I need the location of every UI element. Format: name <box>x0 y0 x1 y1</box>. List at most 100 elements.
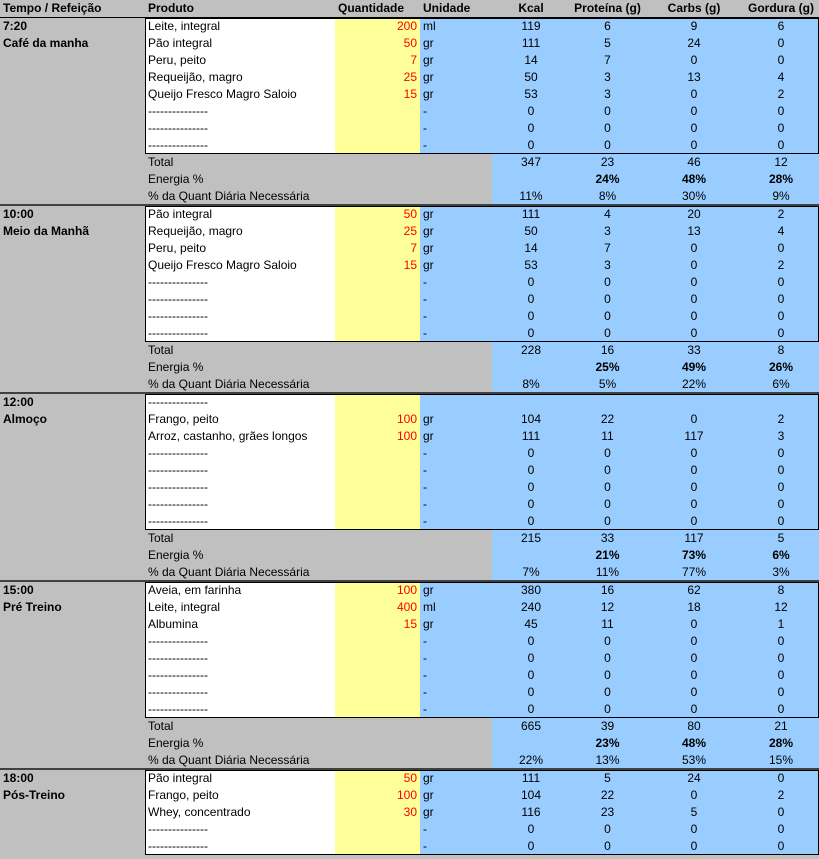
product-bg <box>145 394 335 530</box>
product: Albumina <box>148 617 199 631</box>
cell: 15 <box>403 617 417 631</box>
pct-value: 22% <box>681 377 707 391</box>
energy-value: 6% <box>772 548 790 562</box>
pct-value: 53% <box>681 753 707 767</box>
cell: 0 <box>777 121 785 135</box>
cell: 2 <box>777 788 785 802</box>
cell: 0 <box>604 651 611 665</box>
cell: 50 <box>403 36 417 50</box>
cell: - <box>423 668 427 682</box>
pct-value: 7% <box>522 565 540 579</box>
cell: 0 <box>527 668 535 682</box>
cell: 0 <box>777 326 785 340</box>
pct-value: 6% <box>772 377 790 391</box>
cell: 0 <box>604 446 611 460</box>
cell: 0 <box>604 514 611 528</box>
cell: 0 <box>690 412 698 426</box>
product: --------------- <box>148 446 208 460</box>
cell: 111 <box>521 207 541 221</box>
cell: gr <box>423 805 434 819</box>
pct-value: 11% <box>519 189 543 203</box>
energy-value: 26% <box>768 360 794 374</box>
cell: 0 <box>527 651 535 665</box>
cell: 240 <box>520 600 542 614</box>
energy-value: 25% <box>595 360 620 374</box>
cell: gr <box>423 36 434 50</box>
cell: - <box>423 514 427 528</box>
cell: 5 <box>604 771 611 785</box>
cell: 0 <box>527 514 535 528</box>
cell: 400 <box>396 600 417 614</box>
cell: 0 <box>690 651 698 665</box>
cell: 25 <box>403 70 417 84</box>
product: --------------- <box>148 275 208 289</box>
cell: 2 <box>777 207 785 221</box>
product-bg <box>145 206 335 342</box>
cell: 0 <box>527 634 535 648</box>
cell: 3 <box>604 258 611 272</box>
cell: 0 <box>690 839 698 853</box>
cell: 0 <box>690 668 698 682</box>
product: Frango, peito <box>148 412 219 426</box>
cell: 0 <box>777 634 785 648</box>
quantity-bg <box>335 770 420 855</box>
cell: ml <box>423 19 436 33</box>
cell: 0 <box>604 463 611 477</box>
meal-time: 7:20 <box>3 19 28 33</box>
cell: 7 <box>604 241 611 255</box>
cell: 0 <box>604 480 611 494</box>
product: Aveia, em farinha <box>148 583 242 597</box>
total-value: 8 <box>777 343 785 357</box>
energy-label: Energia % <box>148 360 204 374</box>
pct-value: 22% <box>518 753 544 767</box>
cell: 25 <box>403 224 417 238</box>
column-header: Gordura (g) <box>748 1 814 15</box>
product: Leite, integral <box>148 600 221 614</box>
energy-label: Energia % <box>148 172 204 186</box>
cell: 4 <box>604 207 611 221</box>
product: --------------- <box>148 497 208 511</box>
cell: - <box>423 292 427 306</box>
cell: gr <box>423 241 434 255</box>
product: Peru, peito <box>148 53 207 67</box>
cell: - <box>423 822 427 836</box>
product: --------------- <box>148 702 208 716</box>
cell: 0 <box>777 309 785 323</box>
cell: 0 <box>527 275 535 289</box>
cell: 0 <box>604 497 611 511</box>
cell: 0 <box>690 634 698 648</box>
cell: 0 <box>690 497 698 511</box>
cell: - <box>423 138 427 152</box>
cell: 0 <box>777 480 785 494</box>
product: Arroz, castanho, grães longos <box>148 429 308 443</box>
cell: 0 <box>690 514 698 528</box>
cell: 0 <box>604 668 611 682</box>
product: --------------- <box>148 480 208 494</box>
pct-value: 11% <box>595 565 620 579</box>
product-bg <box>145 770 335 855</box>
cell: 0 <box>690 104 698 118</box>
energy-value: 73% <box>681 548 707 562</box>
total-label: Total <box>148 343 174 357</box>
quantity-bg <box>335 582 420 718</box>
cell: 0 <box>777 514 785 528</box>
pct-label: % da Quant Diária Necessária <box>148 377 310 391</box>
cell: 13 <box>687 224 701 238</box>
cell: 0 <box>690 87 698 101</box>
cell: 0 <box>690 617 698 631</box>
column-header: Kcal <box>518 1 544 15</box>
energy-value: 28% <box>768 736 794 750</box>
cell: 22 <box>600 788 615 802</box>
cell: 45 <box>524 617 538 631</box>
summary-values-bg <box>492 154 819 205</box>
cell: 13 <box>687 70 701 84</box>
cell: 0 <box>690 788 698 802</box>
product: --------------- <box>148 326 208 340</box>
meal-name: Meio da Manhã <box>3 224 90 238</box>
cell: 2 <box>777 412 785 426</box>
meal-time: 12:00 <box>3 395 34 409</box>
cell: 0 <box>527 463 535 477</box>
pct-value: 5% <box>598 377 617 391</box>
cell: 22 <box>600 412 615 426</box>
cell: - <box>423 634 427 648</box>
